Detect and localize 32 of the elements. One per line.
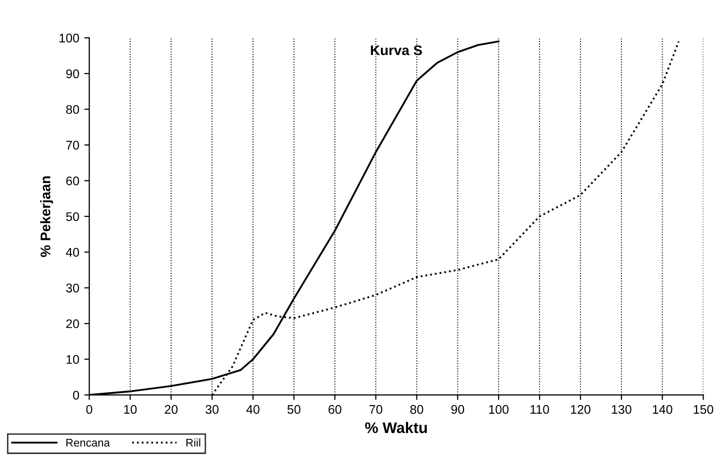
y-tick-label: 60 — [66, 176, 80, 186]
x-tick-label: 0 — [86, 405, 92, 414]
x-tick-label: 140 — [652, 405, 672, 414]
y-tick-label: 30 — [66, 284, 80, 292]
x-tick-label: 80 — [410, 405, 424, 414]
x-tick-label: 90 — [451, 405, 464, 414]
x-tick-label: 30 — [206, 405, 219, 414]
x-tick-label: 110 — [530, 405, 550, 414]
y-tick-label: 80 — [66, 105, 80, 114]
y-axis-title: % Pekerjaan — [40, 176, 54, 257]
x-tick-label: 50 — [287, 405, 300, 414]
x-tick-label: 40 — [246, 405, 260, 414]
x-tick-label: 130 — [612, 405, 632, 414]
legend-label: Rencana — [66, 438, 110, 447]
y-tick-label: 70 — [66, 140, 80, 150]
y-tick-label: 0 — [73, 390, 80, 400]
y-tick-label: 90 — [66, 69, 80, 78]
chart-title: Kurva S — [370, 45, 422, 56]
x-tick-label: 70 — [369, 405, 382, 414]
y-tick-label: 50 — [66, 212, 80, 222]
y-tick-label: 20 — [66, 319, 80, 328]
y-tick-label: 100 — [60, 34, 80, 42]
x-tick-label: 20 — [164, 405, 178, 414]
x-tick-label: 100 — [489, 405, 509, 414]
x-tick-label: 150 — [694, 405, 714, 414]
x-tick-label: 60 — [328, 405, 342, 414]
y-tick-label: 10 — [66, 355, 80, 364]
legend-label: Riil — [186, 438, 200, 447]
y-tick-label: 40 — [66, 248, 80, 257]
x-tick-label: 120 — [571, 405, 590, 414]
x-axis-title: % Waktu — [365, 422, 427, 434]
x-tick-label: 10 — [124, 405, 137, 414]
